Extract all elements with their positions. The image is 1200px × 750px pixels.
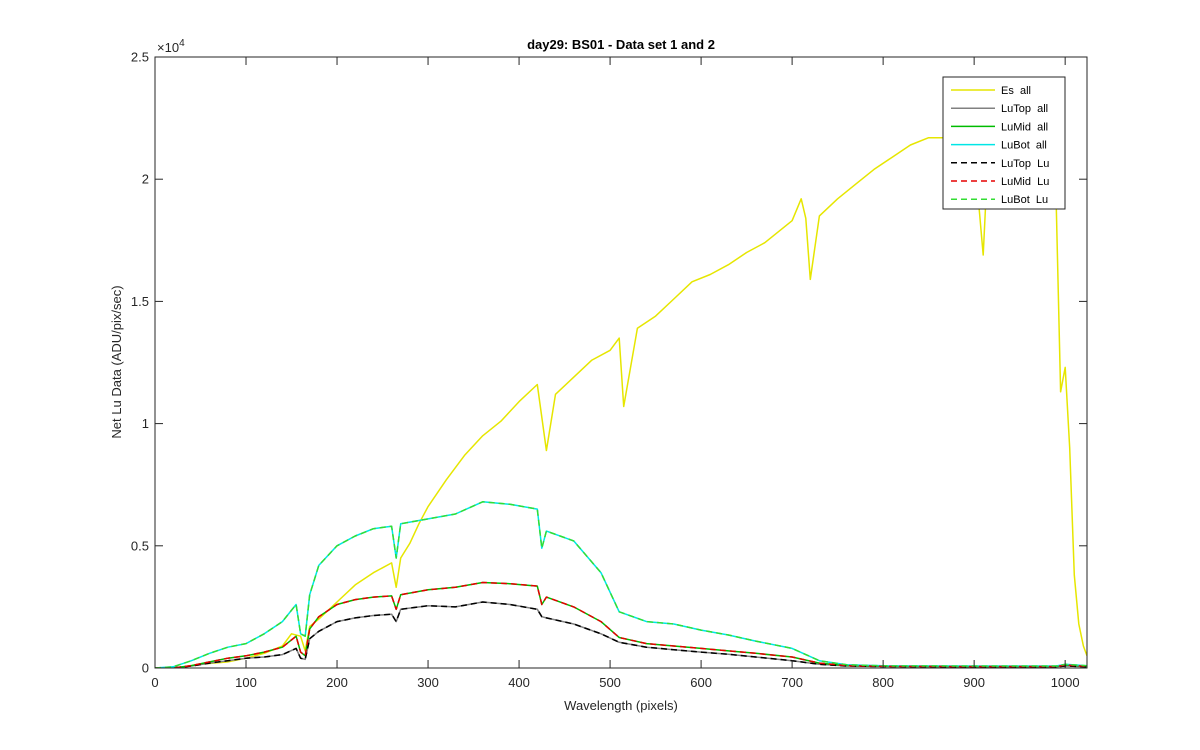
x-tick-label: 800 (872, 675, 894, 690)
x-tick-label: 900 (963, 675, 985, 690)
y-axis-ticks: 0 0.5 1 1.5 2 2.5 (131, 50, 1087, 676)
series-line-7 (155, 501, 1087, 668)
x-tick-label: 200 (326, 675, 348, 690)
x-tick-label: 600 (690, 675, 712, 690)
y-tick-label: 0 (142, 661, 149, 676)
x-tick-label: 100 (235, 675, 257, 690)
x-tick-label: 300 (417, 675, 439, 690)
legend-label-7: LuBot Lu (1001, 194, 1048, 206)
y-tick-label: 2 (142, 172, 149, 187)
x-tick-label: 0 (151, 675, 158, 690)
y-axis-label: Net Lu Data (ADU/pix/sec) (109, 285, 124, 438)
plot-area: 0 100 200 300 400 500 600 700 800 900 1000 0 0.5 1 1.… (131, 50, 1088, 690)
y-tick-label: 2.5 (131, 50, 149, 65)
legend-box (942, 76, 1066, 210)
y-tick-label: 1.5 (131, 294, 149, 309)
series-line-5 (155, 601, 1087, 668)
x-tick-label: 1000 (1051, 675, 1080, 690)
legend-label-4: LuBot all (1001, 140, 1047, 152)
x-tick-label: 400 (508, 675, 530, 690)
chart-title: day29: BS01 - Data set 1 and 2 (527, 37, 715, 52)
y-exponent-base: ×104 (157, 38, 185, 55)
legend: Es all LuTop all LuMid all LuBot all LuTop L… (942, 76, 1066, 210)
x-axis-label: Wavelength (pixels) (564, 698, 678, 713)
legend-label-2: LuTop all (1001, 103, 1048, 115)
y-tick-label: 1 (142, 416, 149, 431)
legend-label-1: Es all (1001, 85, 1031, 97)
series-line-3 (155, 581, 1087, 668)
x-axis-ticks: 0 100 200 300 400 500 600 700 800 900 1000 (151, 57, 1080, 690)
x-tick-label: 700 (781, 675, 803, 690)
plot-border (154, 56, 1088, 669)
y-tick-label: 0.5 (131, 538, 149, 553)
legend-label-3: LuMid all (1001, 121, 1048, 133)
legend-label-6: LuMid Lu (1001, 176, 1049, 188)
x-tick-label: 500 (599, 675, 621, 690)
legend-label-5: LuTop Lu (1001, 158, 1049, 170)
